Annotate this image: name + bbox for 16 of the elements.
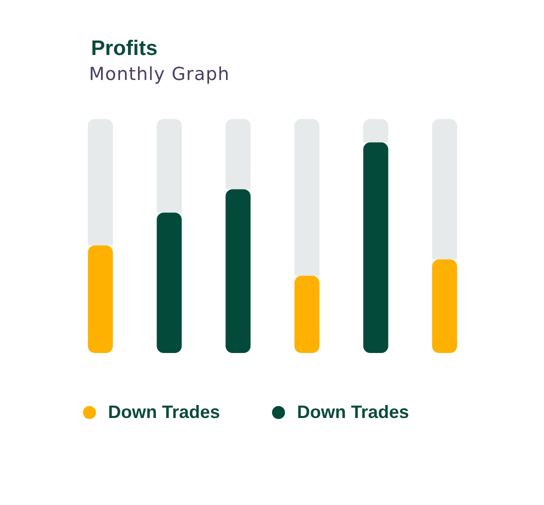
bar — [88, 245, 113, 353]
bar — [156, 212, 182, 353]
bar — [226, 119, 251, 190]
legend-label: Down Trades — [108, 402, 220, 422]
bar — [226, 189, 251, 353]
bar — [294, 276, 320, 353]
chart-subtitle: Monthly Graph — [89, 64, 230, 85]
bar — [432, 119, 458, 260]
legend-label: Down Trades — [297, 402, 410, 422]
bar — [432, 259, 458, 353]
bar — [88, 119, 113, 246]
bar — [156, 119, 182, 213]
bar — [363, 119, 388, 142]
chart-title: Profits — [91, 37, 158, 60]
bar — [294, 119, 320, 276]
bar — [363, 142, 388, 353]
